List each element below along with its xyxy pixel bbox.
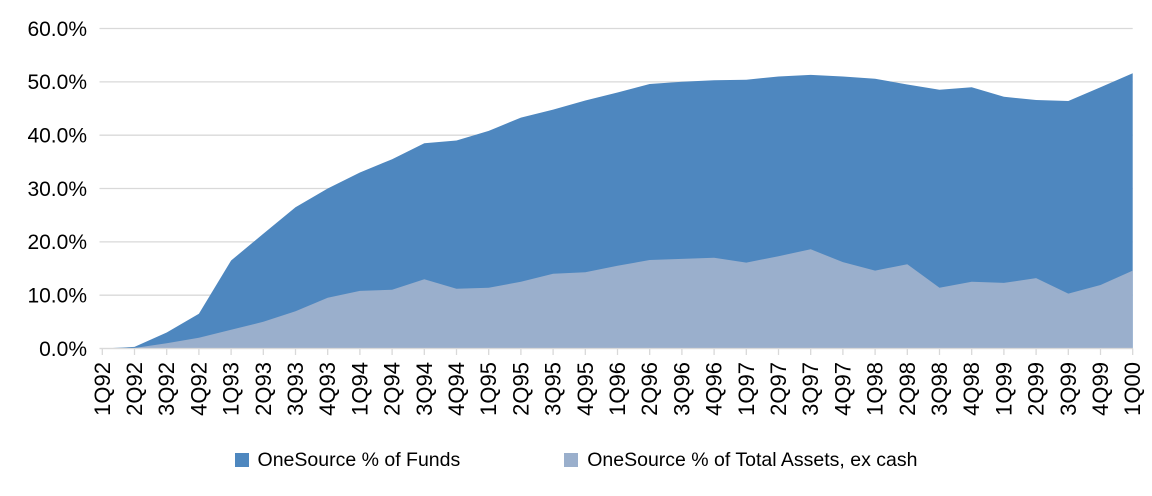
y-axis-label: 20.0% bbox=[27, 231, 87, 254]
x-axis-label: 3Q96 bbox=[669, 362, 694, 416]
x-axis-label: 4Q99 bbox=[1088, 362, 1113, 416]
x-axis-label: 2Q99 bbox=[1024, 362, 1049, 416]
x-axis-label: 2Q92 bbox=[122, 362, 147, 416]
x-axis-label: 1Q92 bbox=[90, 362, 115, 416]
chart-plot-area: 1Q92 2Q92 3Q92 4Q92 1Q93 2Q93 3Q93 4Q93 1Q94 2Q94… bbox=[27, 18, 1145, 416]
legend-label-assets: OneSource % of Total Assets, ex cash bbox=[587, 448, 918, 471]
x-axis bbox=[99, 347, 1134, 355]
x-axis-label: 4Q96 bbox=[702, 362, 727, 416]
legend-item-assets: OneSource % of Total Assets, ex cash bbox=[564, 449, 917, 472]
x-axis-label: 3Q98 bbox=[927, 362, 952, 416]
y-axis-label: 50.0% bbox=[27, 71, 87, 94]
x-axis-label: 3Q94 bbox=[412, 362, 437, 416]
x-axis-label: 1Q97 bbox=[734, 362, 759, 416]
y-axis-label: 40.0% bbox=[27, 125, 87, 148]
x-axis-label: 4Q94 bbox=[444, 362, 469, 416]
x-axis-labels: 1Q92 2Q92 3Q92 4Q92 1Q93 2Q93 3Q93 4Q93 1Q94 2Q94… bbox=[90, 362, 1145, 416]
x-axis-label: 3Q99 bbox=[1056, 362, 1081, 416]
assets-area bbox=[102, 249, 1133, 349]
x-axis-label: 2Q97 bbox=[766, 362, 791, 416]
x-axis-label: 2Q93 bbox=[251, 362, 276, 416]
legend-label-funds: OneSource % of Funds bbox=[257, 448, 461, 471]
y-axis-labels: 0.0% 10.0% 20.0% 30.0% 40.0% 50.0% 60.0% bbox=[27, 18, 87, 361]
chart-legend: OneSource % of Funds OneSource % of Tota… bbox=[0, 442, 1152, 478]
y-axis-label: 0.0% bbox=[39, 338, 87, 361]
x-axis-label: 1Q00 bbox=[1120, 362, 1145, 416]
x-axis-label: 4Q97 bbox=[830, 362, 855, 416]
x-axis-label: 3Q97 bbox=[798, 362, 823, 416]
x-axis-label: 3Q95 bbox=[541, 362, 566, 416]
x-axis-label: 4Q92 bbox=[186, 362, 211, 416]
x-axis-label: 1Q95 bbox=[476, 362, 501, 416]
x-axis-label: 4Q95 bbox=[573, 362, 598, 416]
x-axis-label: 3Q92 bbox=[154, 362, 179, 416]
legend-swatch-assets-icon bbox=[564, 453, 579, 467]
x-axis-label: 1Q94 bbox=[347, 362, 372, 416]
legend-swatch-funds-icon bbox=[234, 453, 249, 467]
x-axis-label: 4Q93 bbox=[315, 362, 340, 416]
x-axis-label: 2Q96 bbox=[637, 362, 662, 416]
x-axis-label: 4Q98 bbox=[959, 362, 984, 416]
x-axis-label: 2Q98 bbox=[895, 362, 920, 416]
x-axis-label: 1Q96 bbox=[605, 362, 630, 416]
x-axis-label: 1Q99 bbox=[991, 362, 1016, 416]
y-axis-label: 30.0% bbox=[27, 178, 87, 201]
x-axis-label: 3Q93 bbox=[283, 362, 308, 416]
x-axis-label: 1Q98 bbox=[863, 362, 888, 416]
legend-item-funds: OneSource % of Funds bbox=[234, 448, 461, 472]
x-axis-label: 1Q93 bbox=[219, 362, 244, 416]
y-axis-label: 10.0% bbox=[27, 285, 87, 308]
x-axis-label: 2Q94 bbox=[380, 362, 405, 416]
y-axis-label: 60.0% bbox=[27, 18, 87, 41]
x-axis-label: 2Q95 bbox=[508, 362, 533, 416]
